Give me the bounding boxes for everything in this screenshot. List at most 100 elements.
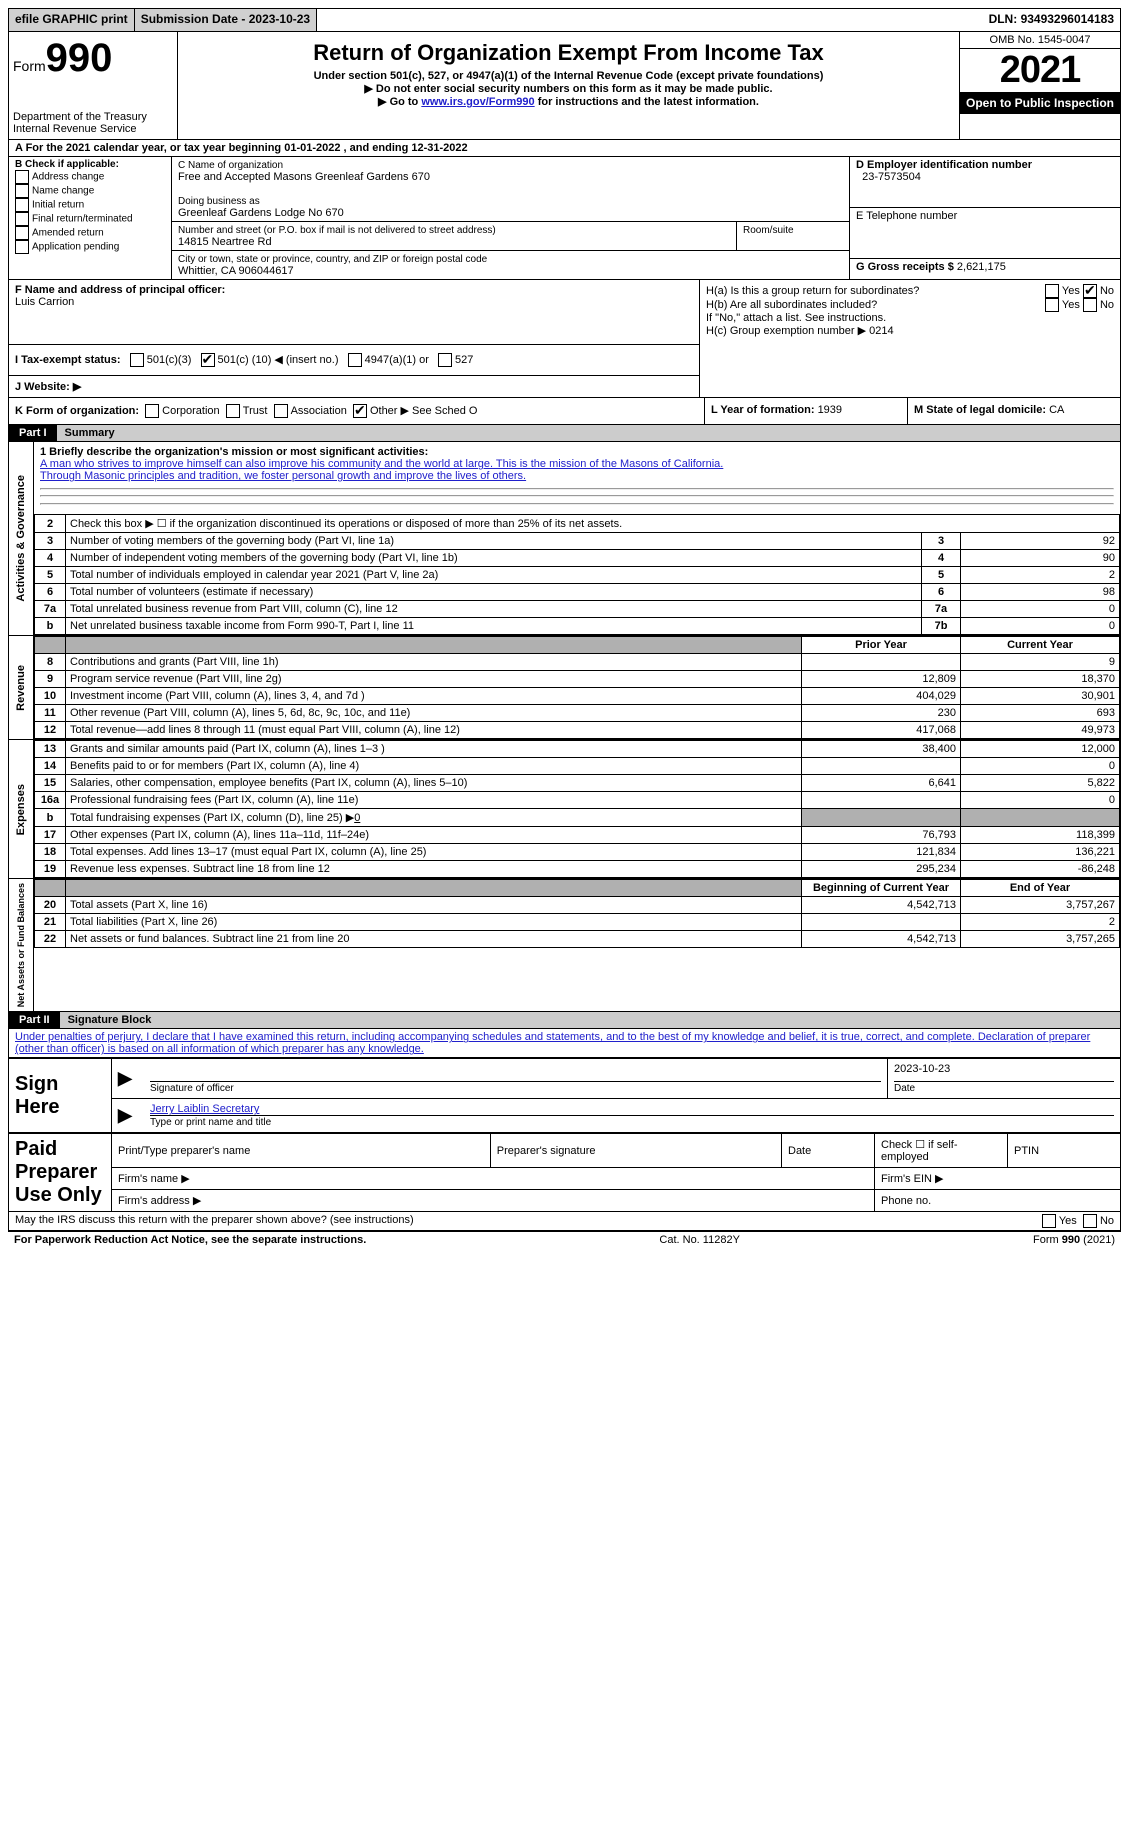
open-public: Open to Public Inspection xyxy=(960,92,1120,114)
line15: Salaries, other compensation, employee b… xyxy=(66,775,802,792)
ck-4947[interactable] xyxy=(348,353,362,367)
pv22: 4,542,713 xyxy=(802,931,961,948)
form-subtitle: Under section 501(c), 527, or 4947(a)(1)… xyxy=(182,70,955,82)
line12: Total revenue—add lines 8 through 11 (mu… xyxy=(66,722,802,739)
ck-name[interactable] xyxy=(15,184,29,198)
ck-irs-no[interactable] xyxy=(1083,1214,1097,1228)
efile-label[interactable]: efile GRAPHIC print xyxy=(9,9,135,31)
cv19: -86,248 xyxy=(961,861,1120,878)
opt-assoc: Association xyxy=(291,405,347,417)
cat-no: Cat. No. 11282Y xyxy=(366,1234,1033,1246)
ck-pending[interactable] xyxy=(15,240,29,254)
header-mid: Return of Organization Exempt From Incom… xyxy=(178,32,959,139)
cv9: 18,370 xyxy=(961,671,1120,688)
cv18: 136,221 xyxy=(961,844,1120,861)
left-fhij: F Name and address of principal officer:… xyxy=(9,280,700,397)
cv8: 9 xyxy=(961,654,1120,671)
ck-ha-no[interactable] xyxy=(1083,284,1097,298)
pv8 xyxy=(802,654,961,671)
part2-label: Part II xyxy=(9,1012,60,1028)
501c-pre: 501(c) ( xyxy=(218,354,256,366)
cv20: 3,757,267 xyxy=(961,897,1120,914)
exp-table: 13Grants and similar amounts paid (Part … xyxy=(34,740,1120,878)
cv17: 118,399 xyxy=(961,827,1120,844)
ck-amended[interactable] xyxy=(15,226,29,240)
ck-initial[interactable] xyxy=(15,198,29,212)
sig-declaration[interactable]: Under penalties of perjury, I declare th… xyxy=(15,1031,1090,1055)
yearform-val: 1939 xyxy=(818,404,842,416)
pv9: 12,809 xyxy=(802,671,961,688)
ck-ha-yes[interactable] xyxy=(1045,284,1059,298)
period-begin: 01-01-2022 xyxy=(284,142,340,154)
opt-trust: Trust xyxy=(243,405,268,417)
firm-addr-label: Firm's address ▶ xyxy=(112,1190,875,1212)
rev-section: Revenue Prior YearCurrent Year 8Contribu… xyxy=(8,636,1121,740)
ck-hb-no[interactable] xyxy=(1083,298,1097,312)
ag-section: Activities & Governance 1 Briefly descri… xyxy=(8,442,1121,636)
dln-value: 93493296014183 xyxy=(1021,12,1114,26)
ein-label: D Employer identification number xyxy=(856,159,1032,171)
mission-line2[interactable]: Through Masonic principles and tradition… xyxy=(40,470,1114,482)
street-addr: 14815 Neartree Rd xyxy=(178,236,272,248)
l16b-val: 0 xyxy=(354,812,360,824)
org-name: Free and Accepted Masons Greenleaf Garde… xyxy=(178,171,430,183)
submission-date: Submission Date - 2023-10-23 xyxy=(135,9,317,31)
omb-number: OMB No. 1545-0047 xyxy=(960,32,1120,49)
ck-hb-yes[interactable] xyxy=(1045,298,1059,312)
dln: DLN: 93493296014183 xyxy=(983,9,1120,31)
ck-irs-yes[interactable] xyxy=(1042,1214,1056,1228)
header-right: OMB No. 1545-0047 2021 Open to Public In… xyxy=(959,32,1120,139)
irs-link[interactable]: www.irs.gov/Form990 xyxy=(421,96,534,108)
line14: Benefits paid to or for members (Part IX… xyxy=(66,758,802,775)
ck-other[interactable] xyxy=(353,404,367,418)
cv10: 30,901 xyxy=(961,688,1120,705)
header-left: Form990 Department of the Treasury Inter… xyxy=(9,32,178,139)
sig-date-val: 2023-10-23 xyxy=(894,1063,1114,1082)
ck-corp[interactable] xyxy=(145,404,159,418)
goto-post: for instructions and the latest informat… xyxy=(535,96,759,108)
ck-address[interactable] xyxy=(15,170,29,184)
dept-treasury: Department of the Treasury xyxy=(13,111,173,123)
footer-year: 2021 xyxy=(1087,1234,1111,1246)
paid-preparer-table: Paid Preparer Use Only Print/Type prepar… xyxy=(8,1133,1121,1212)
cv15: 5,822 xyxy=(961,775,1120,792)
line11: Other revenue (Part VIII, column (A), li… xyxy=(66,705,802,722)
pv12: 417,068 xyxy=(802,722,961,739)
ck-501c3[interactable] xyxy=(130,353,144,367)
sub-date: 2023-10-23 xyxy=(249,12,310,26)
cv22: 3,757,265 xyxy=(961,931,1120,948)
val7a: 0 xyxy=(961,601,1120,618)
dln-label: DLN: xyxy=(989,12,1021,26)
line7b: Net unrelated business taxable income fr… xyxy=(66,618,922,635)
cv16a: 0 xyxy=(961,792,1120,809)
city-label: City or town, state or province, country… xyxy=(178,254,487,265)
form-word: Form xyxy=(13,58,46,74)
sig-date-label: Date xyxy=(894,1083,915,1094)
pra-notice: For Paperwork Reduction Act Notice, see … xyxy=(14,1234,366,1246)
val4: 90 xyxy=(961,550,1120,567)
line4: Number of independent voting members of … xyxy=(66,550,922,567)
domicile-label: M State of legal domicile: xyxy=(914,404,1049,416)
ck-trust[interactable] xyxy=(226,404,240,418)
sig-officer-label: Signature of officer xyxy=(150,1083,234,1094)
part2-title: Signature Block xyxy=(60,1012,160,1028)
net-section: Net Assets or Fund Balances Beginning of… xyxy=(8,879,1121,1012)
ck-501c[interactable] xyxy=(201,353,215,367)
gross-label: G Gross receipts $ xyxy=(856,261,957,273)
officer-typed-name[interactable]: Jerry Laiblin Secretary xyxy=(150,1103,259,1115)
top-bar: efile GRAPHIC print Submission Date - 20… xyxy=(8,8,1121,32)
hc-value: 0214 xyxy=(869,325,893,337)
room-label: Room/suite xyxy=(743,225,794,236)
pv17: 76,793 xyxy=(802,827,961,844)
ck-527[interactable] xyxy=(438,353,452,367)
dba-name: Greenleaf Gardens Lodge No 670 xyxy=(178,207,344,219)
ck-assoc[interactable] xyxy=(274,404,288,418)
val7b: 0 xyxy=(961,618,1120,635)
prep-sig-label: Preparer's signature xyxy=(490,1134,781,1168)
paid-title: Paid Preparer Use Only xyxy=(9,1134,112,1212)
mission-line1[interactable]: A man who strives to improve himself can… xyxy=(40,458,1114,470)
line8: Contributions and grants (Part VIII, lin… xyxy=(66,654,802,671)
irs-no: No xyxy=(1100,1215,1114,1227)
hc-label: H(c) Group exemption number ▶ xyxy=(706,325,869,337)
ck-final[interactable] xyxy=(15,212,29,226)
